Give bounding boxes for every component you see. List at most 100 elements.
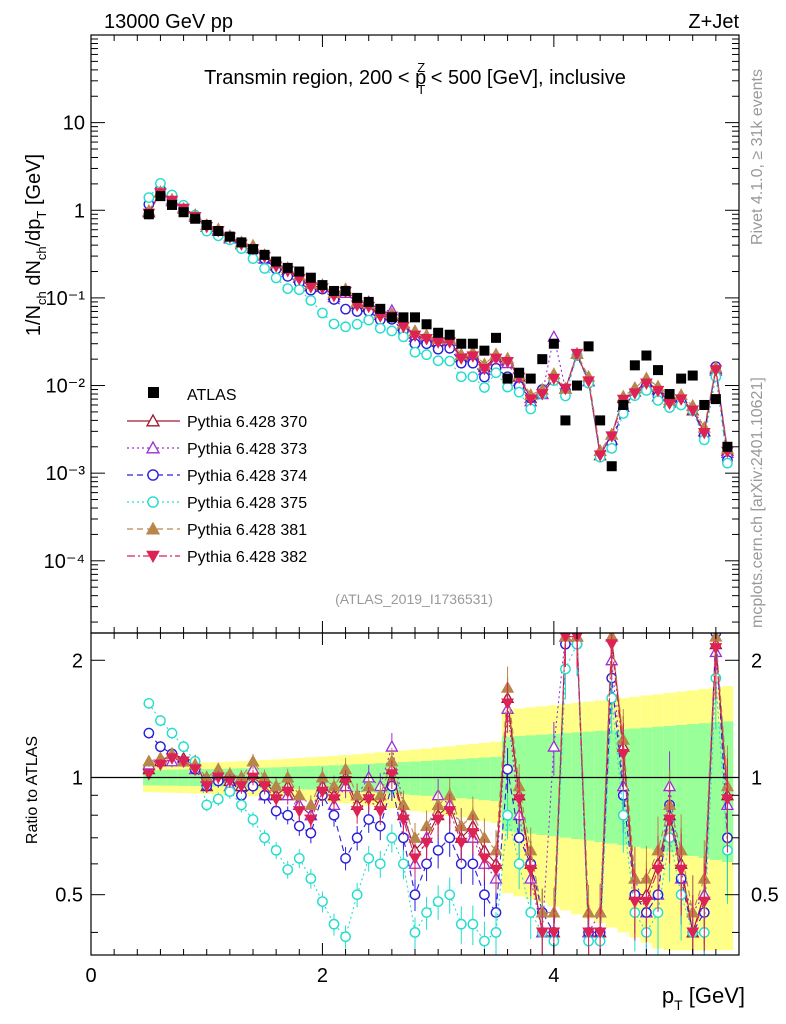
ratio-point [293,820,305,832]
ylabel-sub3: T [34,211,49,219]
main-ylabel: 1/Nch dNch/dpT [GeV] [23,154,49,336]
legend-marker-4 [145,521,161,535]
atlas-point [282,262,293,273]
band-stat [686,724,699,856]
ratio-y-tick-label: 2 [72,650,83,672]
y-tick-label: 10⁻³ [46,463,86,485]
legend-label-381: Pythia 6.428 381 [187,522,307,539]
side-label-mcplots: mcplots.cern.ch [arXiv:2401.10621] [749,377,766,628]
band-stat [455,758,468,799]
ratio-point [582,927,595,939]
legend-marker-atlas [148,387,159,398]
ratio-point [328,809,340,821]
ratio-point [339,775,352,788]
atlas-point [525,373,536,384]
ratio-point [292,806,306,818]
atlas-point [421,319,432,330]
ratio-point [269,794,283,806]
ratio-point [362,794,376,806]
y-tick-label: 10⁻⁴ [44,551,85,573]
atlas-point [687,370,698,381]
main-point [454,353,468,365]
side-label-rivet: Rivet 4.1.0, ≥ 31k events [749,69,766,245]
ratio-ylabel: Ratio to ATLAS [24,736,41,844]
ratio-point [398,858,409,870]
ratio-point [513,832,525,844]
ratio-point [697,896,711,909]
atlas-point [653,365,663,376]
main-point [502,381,513,393]
ratio-point [466,828,480,840]
ratio-point [454,837,468,850]
ratio-point [467,858,479,870]
ratio-point [431,814,445,827]
band-stat [548,733,560,837]
band-stat [559,733,572,838]
atlas-point [444,329,455,340]
ratio-point [606,692,618,704]
ratio-point [351,832,363,844]
ratio-point [223,775,237,788]
xlabel-main: p [662,983,674,1008]
y-tick-label: 1 [74,200,85,222]
ratio-point [490,927,502,938]
ratio-point [328,918,340,930]
band-stat [640,727,653,849]
main-point [674,394,688,406]
main-point [304,282,318,294]
ratio-point [178,741,189,753]
plot-title: Transmin region, 200 < pZ T < 500 [GeV], … [204,60,626,97]
ratio-point [640,896,653,909]
main-point [501,357,514,369]
atlas-point [722,441,733,452]
main-point [582,376,595,388]
legend-label-370: Pythia 6.428 370 [187,414,307,431]
title-sup: Z [417,60,425,75]
ylabel-main: 1/N [23,305,45,336]
main-point [535,389,549,401]
x-tick-label: 2 [317,965,328,987]
ratio-point [177,756,190,768]
ratio-point [467,918,479,930]
ratio-point [258,781,271,793]
main-point [466,351,480,363]
main-point [282,283,294,294]
main-point [398,331,409,343]
main-point [628,388,642,400]
ratio-y-tick-label-right: 2 [751,650,762,672]
ratio-point [340,852,351,864]
ratio-point [236,799,247,811]
band-stat [652,726,664,851]
band-stat [605,730,618,844]
atlas-point [190,213,201,224]
main-point [570,348,584,361]
atlas-point [398,312,409,323]
atlas-point [155,191,166,202]
atlas-point [363,296,374,307]
ratio-point [327,794,341,806]
y-tick-label: 10⁻¹ [46,288,86,310]
ratio-point [155,715,166,726]
ratio-point [212,793,224,805]
main-point [697,428,711,440]
header-right: Z+Jet [688,11,739,33]
legend-marker-5 [146,550,160,564]
atlas-point [502,373,513,384]
ratio-point [143,727,155,739]
ratio-point [628,896,642,909]
main-point [593,450,607,462]
ratio-point [686,927,700,939]
ratio-point [363,814,375,825]
atlas-point [143,209,154,220]
main-point [559,383,572,396]
ratio-point [143,697,155,709]
ratio-point [235,781,248,793]
atlas-point [259,249,270,260]
atlas-point [676,373,687,384]
main-point [432,355,444,367]
band-stat [524,735,537,834]
ratio-point [432,896,444,907]
main-point [374,322,386,334]
legend-marker-3 [147,496,159,508]
ratio-point [593,927,607,939]
